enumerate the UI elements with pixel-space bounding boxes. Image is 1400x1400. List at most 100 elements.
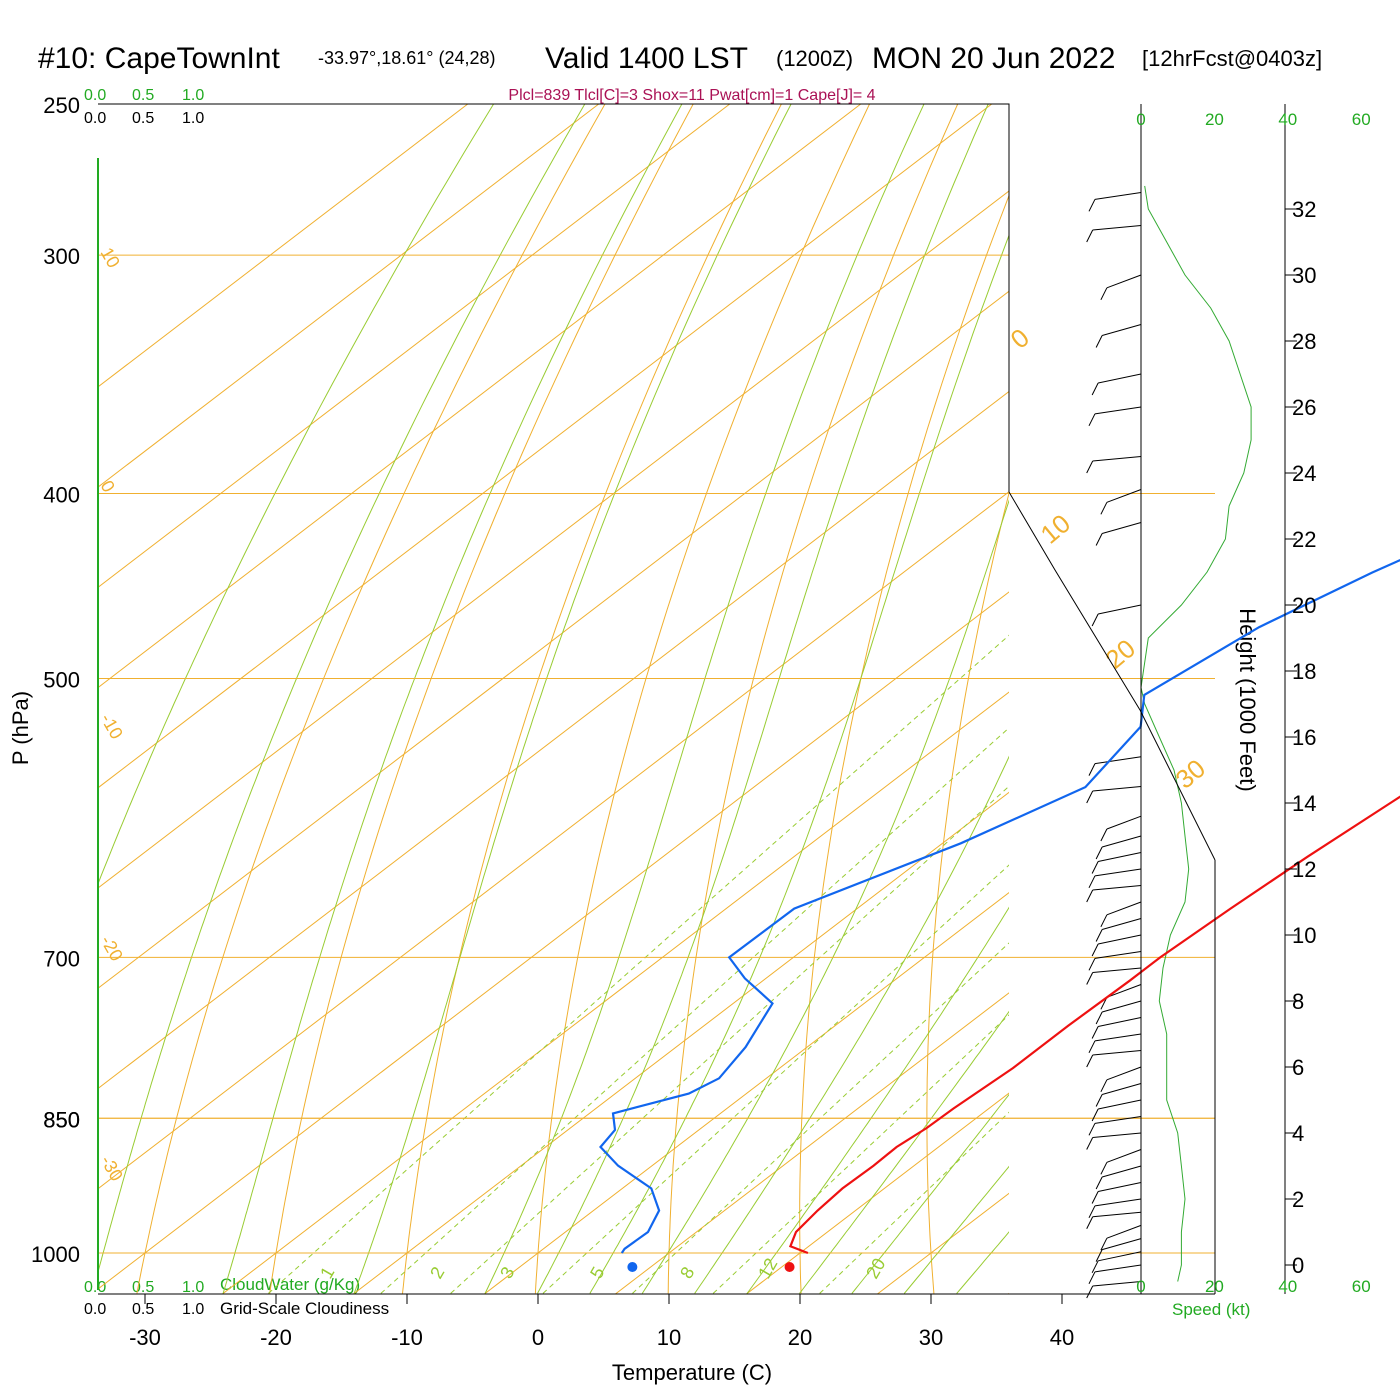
x-tick-label-10: 10	[657, 1325, 681, 1350]
wind-barb-5	[1092, 1211, 1142, 1218]
wind-barb-9	[1106, 1149, 1142, 1163]
dry-adiabat-20	[799, 194, 1009, 1294]
wind-barb-40	[1092, 225, 1142, 231]
height-tick-label-6: 6	[1292, 1055, 1304, 1080]
cloudiness-scale-2: 1.0	[182, 110, 204, 127]
plot-frame-diag	[1139, 709, 1216, 861]
x-tick-label--30: -30	[129, 1325, 161, 1350]
forecast-label: [12hrFcst@0403z]	[1142, 46, 1322, 71]
wind-barb-8	[1102, 1165, 1142, 1178]
moist-adiabat--20	[222, 104, 683, 1294]
isotherm--50	[98, 390, 1009, 1090]
wind-barb-10	[1092, 1132, 1142, 1139]
mixing-ratio-1	[268, 634, 1009, 1294]
height-tick-label-26: 26	[1292, 395, 1316, 420]
wind-barb-39	[1106, 274, 1142, 289]
wind-barb-36	[1094, 406, 1142, 415]
moist-adiabat--30	[98, 104, 586, 1274]
wind-barb-11	[1094, 1116, 1142, 1124]
dewpoint-line	[599, 558, 1400, 1254]
wind-barb-flag-37	[1091, 382, 1099, 396]
height-tick-label-22: 22	[1292, 527, 1316, 552]
wind-barb-23	[1102, 918, 1142, 930]
isotherm--10	[353, 791, 1009, 1294]
wind-barb-4	[1106, 1224, 1142, 1239]
speed-tick-top-60: 60	[1352, 110, 1371, 129]
wind-barb-flag-30	[1086, 790, 1094, 804]
wind-barb-37	[1098, 373, 1142, 384]
height-tick-label-28: 28	[1292, 329, 1316, 354]
wind-barb-2	[1098, 1251, 1142, 1262]
speed-tick-bottom-40: 40	[1278, 1277, 1297, 1296]
cloudwater-bottom-1: 0.5	[132, 1279, 154, 1296]
moist-adiabat-8	[589, 234, 1009, 1294]
wind-barb-flag-21	[1088, 958, 1096, 971]
cloudwater-bottom-2: 1.0	[182, 1279, 204, 1296]
isotherm--90	[98, 104, 862, 689]
moist-adiabat-32	[903, 1165, 1009, 1294]
cloudiness-scale-0: 0.0	[84, 110, 106, 127]
wind-barb-flag-6	[1088, 1205, 1096, 1219]
moist-adiabat-28	[851, 1093, 1009, 1294]
moist-adiabat-12	[641, 499, 1009, 1294]
height-tick-label-30: 30	[1292, 263, 1316, 288]
dry-adiabat-30	[926, 491, 1009, 1294]
wind-barb-flag-12	[1091, 1108, 1099, 1122]
wind-barb-flag-7	[1091, 1191, 1099, 1204]
wind-barb-7	[1098, 1182, 1142, 1193]
wind-barb-flag-0	[1086, 1285, 1094, 1299]
moist-adiabat-0	[484, 104, 925, 1294]
wind-barb-16	[1094, 1033, 1142, 1042]
x-tick-label--20: -20	[260, 1325, 292, 1350]
wind-barb-34	[1106, 489, 1142, 503]
height-tick-label-20: 20	[1292, 593, 1316, 618]
speed-tick-top-40: 40	[1278, 110, 1297, 129]
wind-barb-19	[1106, 984, 1142, 998]
valid-time: Valid 1400 LST	[545, 42, 748, 75]
wind-barb-flag-23	[1095, 929, 1103, 942]
wind-barb-flag-35	[1086, 460, 1094, 474]
wind-barb-flag-17	[1091, 1026, 1099, 1039]
wind-barb-27	[1098, 852, 1142, 863]
cloudiness-scale-1: 0.5	[132, 110, 154, 127]
wind-barb-flag-16	[1088, 1040, 1096, 1054]
wind-barb-flag-36	[1088, 413, 1096, 427]
speed-tick-bottom-0: 0	[1136, 1277, 1145, 1296]
wind-barb-flag-2	[1091, 1260, 1099, 1274]
p-tick-label-300: 300	[43, 244, 80, 269]
p-tick-label-700: 700	[43, 946, 80, 971]
x-tick-label-0: 0	[532, 1325, 544, 1350]
wind-barb-29	[1106, 815, 1142, 830]
wind-barb-14	[1106, 1066, 1142, 1081]
wind-barb-flag-41	[1088, 199, 1096, 212]
thermo-grid	[97, 103, 1215, 1294]
wind-barb-flag-10	[1086, 1137, 1094, 1150]
speed-tick-top-0: 0	[1136, 110, 1145, 129]
wind-barb-flag-4	[1100, 1237, 1108, 1251]
mixing-ratio-5	[542, 864, 1009, 1294]
surface-temperature-marker	[784, 1262, 795, 1272]
p-tick-label-850: 850	[43, 1107, 80, 1132]
height-tick-label-10: 10	[1292, 923, 1316, 948]
moist-adiabat-16	[694, 755, 1009, 1294]
temperature-line	[788, 795, 1400, 1255]
moist-adiabat-24	[799, 1010, 1009, 1294]
wind-barb-22	[1098, 934, 1142, 945]
wind-barb-18	[1102, 1000, 1142, 1013]
wind-barb-25	[1092, 885, 1142, 891]
mixing-ratio-8	[632, 942, 1009, 1294]
wind-barb-20	[1092, 967, 1142, 974]
wind-barb-21	[1094, 951, 1142, 959]
isotherm-0	[484, 892, 1009, 1294]
isotherm--40	[98, 491, 1009, 1190]
wind-barb-flag-39	[1100, 287, 1108, 301]
height-tick-label-4: 4	[1292, 1121, 1304, 1146]
moist-adiabat--10	[353, 104, 792, 1294]
wind-barb-flag-1	[1088, 1271, 1096, 1285]
height-axis-label: Height (1000 Feet)	[1235, 608, 1260, 791]
isotherm-20	[746, 1092, 1009, 1294]
wind-barb-flag-28	[1095, 846, 1103, 860]
wind-barb-flag-34	[1100, 502, 1108, 515]
wind-barb-15	[1092, 1050, 1142, 1056]
wind-barb-26	[1094, 868, 1142, 877]
